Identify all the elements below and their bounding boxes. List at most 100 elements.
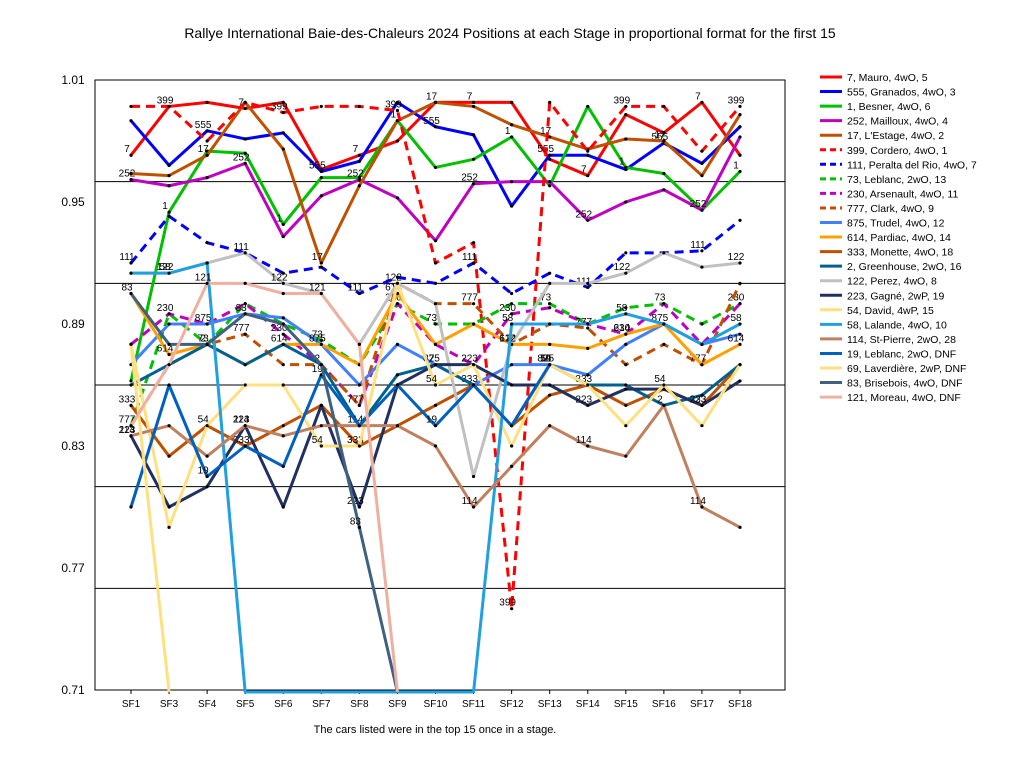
data-point: [319, 176, 323, 180]
data-point: [319, 338, 323, 342]
data-label: 333: [347, 435, 364, 446]
x-tick-label: SF17: [690, 699, 714, 710]
data-label: 875: [423, 354, 440, 365]
data-point: [129, 379, 133, 383]
data-label: 399: [728, 95, 745, 106]
series-line: [130, 302, 742, 407]
legend: 7, Mauro, 4wO, 5 555, Granados, 4wO, 3 1, …: [820, 72, 977, 404]
data-label: 333: [575, 374, 592, 385]
y-axis: 1.01 0.95 0.89 0.83 0.77 0.71: [61, 73, 85, 697]
data-label: 252: [461, 173, 478, 184]
data-point: [624, 271, 628, 275]
data-label: 230: [728, 293, 745, 304]
data-label: 54: [198, 415, 210, 426]
data-point: [205, 176, 209, 180]
legend-label: 1, Besner, 4wO, 6: [847, 101, 931, 113]
data-point: [624, 112, 628, 117]
data-label: 555: [423, 116, 440, 127]
legend-label: 17, L'Estage, 4wO, 2: [847, 130, 944, 142]
data-label: 114: [690, 496, 706, 507]
x-tick-label: SF13: [538, 699, 562, 710]
data-point: [205, 100, 209, 104]
data-label: 58: [730, 313, 742, 324]
data-label: 230: [157, 303, 174, 314]
data-point: [662, 171, 666, 176]
data-point: [738, 342, 742, 346]
data-label: 777: [461, 293, 478, 304]
data-point: [243, 106, 247, 111]
data-label: 223: [461, 354, 478, 365]
data-point: [662, 131, 666, 135]
data-point: [243, 302, 247, 306]
x-tick-label: SF5: [236, 699, 255, 710]
series-line: [129, 281, 399, 693]
data-point: [700, 393, 704, 397]
data-point: [586, 322, 590, 326]
data-point: [738, 135, 742, 139]
data-point: [548, 383, 552, 387]
data-point: [357, 159, 361, 163]
data-label: 614: [499, 333, 516, 344]
data-point: [167, 210, 171, 214]
data-label: 111: [690, 240, 706, 251]
data-point: [319, 194, 323, 198]
data-point: [167, 322, 171, 326]
series-58: 58 58 58 58: [129, 261, 742, 694]
data-point: [510, 302, 514, 306]
data-point: [471, 104, 476, 109]
data-label: 111: [348, 283, 364, 294]
data-label: 19: [198, 466, 210, 477]
data-label: 230: [499, 303, 516, 314]
data-point: [510, 100, 514, 104]
data-point: [395, 100, 400, 104]
data-label: 7: [467, 91, 473, 102]
data-label: 7: [695, 91, 701, 102]
data-point: [281, 281, 285, 285]
data-point: [700, 149, 704, 153]
data-point: [471, 157, 476, 161]
series-69: [129, 342, 171, 693]
series-line: [129, 104, 742, 382]
data-point: [548, 153, 552, 157]
data-label: 17: [198, 144, 210, 155]
series-line: [129, 363, 551, 508]
data-label: 875: [195, 313, 212, 324]
data-point: [281, 505, 285, 509]
data-point: [738, 104, 742, 109]
data-label: 19: [426, 415, 438, 426]
data-point: [357, 525, 361, 529]
data-point: [243, 332, 247, 336]
data-point: [281, 332, 285, 336]
data-point: [624, 342, 628, 346]
data-label: 58: [616, 303, 628, 314]
data-label: 777: [119, 415, 136, 426]
data-label: 111: [119, 252, 135, 263]
data-point: [281, 291, 285, 296]
data-point: [700, 161, 704, 165]
data-point: [548, 271, 552, 275]
y-tick-label: 0.95: [61, 195, 85, 209]
data-label: 114: [462, 496, 478, 507]
data-point: [281, 131, 285, 135]
data-point: [319, 265, 323, 269]
data-point: [319, 424, 323, 428]
series-223: 223 223 223 223 223 223: [119, 354, 742, 509]
data-point: [471, 363, 476, 367]
data-point: [167, 525, 171, 529]
data-point: [357, 424, 361, 428]
data-point: [662, 251, 666, 255]
legend-label: 555, Granados, 4wO, 3: [847, 87, 956, 99]
data-label: 73: [540, 293, 552, 304]
data-point: [548, 306, 552, 310]
data-point: [433, 261, 438, 265]
data-point: [548, 424, 552, 428]
data-point: [281, 383, 285, 387]
data-label: 54: [312, 435, 324, 446]
data-point: [205, 454, 209, 458]
data-label: 399: [499, 598, 516, 609]
data-point: [471, 322, 476, 326]
data-point: [395, 108, 400, 113]
data-point: [700, 342, 704, 346]
data-point: [205, 153, 209, 157]
